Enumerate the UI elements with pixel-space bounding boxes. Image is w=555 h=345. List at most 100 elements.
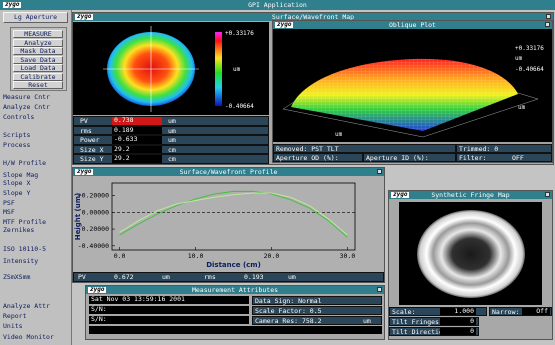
profile-stat: 0.193 bbox=[244, 273, 264, 281]
menu-item[interactable]: ZSmXSmm bbox=[3, 273, 31, 281]
menu-item[interactable]: Controls bbox=[3, 113, 35, 121]
window-title: Synthetic Fringe Map bbox=[431, 191, 510, 199]
menu-item[interactable]: Analyze Attr bbox=[3, 302, 50, 310]
setting-value: 0 bbox=[440, 318, 476, 325]
window-title: Oblique Plot bbox=[389, 21, 436, 29]
axis-unit: um bbox=[335, 131, 343, 138]
settings-icon[interactable] bbox=[377, 169, 382, 174]
data-sign-label: Data Sign: bbox=[255, 297, 295, 305]
setting-label: Narrow: bbox=[492, 308, 520, 316]
colorbar-unit: um bbox=[515, 55, 523, 62]
menu-item[interactable]: Report bbox=[3, 312, 27, 320]
camera-res-label: Camera Res: bbox=[255, 317, 299, 325]
setting-row: Narrow: Off bbox=[489, 307, 552, 316]
colorbar-min: -0.40664 bbox=[225, 103, 254, 110]
sidebar-button[interactable]: Calibrate bbox=[13, 72, 63, 81]
scale-factor-label: Scale Factor: bbox=[255, 307, 306, 315]
menu-item[interactable]: PSF bbox=[3, 199, 15, 207]
menu-item[interactable]: MTF Profile bbox=[3, 218, 47, 226]
menu-item[interactable]: Units bbox=[3, 322, 23, 330]
stat-label: rms bbox=[80, 126, 92, 135]
sidebar-button[interactable]: Analyze bbox=[13, 38, 63, 47]
stat-label: Power bbox=[80, 136, 100, 144]
menu-item[interactable]: Intensity bbox=[3, 257, 39, 265]
menu-item[interactable]: H/W Profile bbox=[3, 159, 47, 167]
sidebar-button[interactable]: MEASURE bbox=[13, 30, 63, 38]
menu-item[interactable]: ISO 10110-5 bbox=[3, 245, 47, 253]
menu-item[interactable]: Zernikes bbox=[3, 226, 35, 234]
window-title-bar: zygo Oblique Plot bbox=[273, 21, 552, 29]
stat-value: -0.633 bbox=[112, 136, 162, 144]
camera-res-unit: um bbox=[363, 317, 371, 325]
profile-window: zygo Surface/Wavefront Profile PV 0.672 um r… bbox=[72, 167, 385, 283]
removed-field: Removed: PST TLT bbox=[273, 144, 456, 153]
menu-item[interactable]: Video Monitor bbox=[3, 333, 54, 341]
scale-factor-value: 0.5 bbox=[309, 307, 322, 315]
menu-item[interactable]: Process bbox=[3, 141, 31, 149]
colorbar-max: +0.33176 bbox=[225, 30, 254, 37]
title-bar: zygo GPI Application bbox=[0, 0, 555, 10]
empty-field bbox=[89, 326, 382, 334]
settings-icon[interactable] bbox=[377, 287, 382, 292]
oblique-plot-window: zygo Oblique Plot +0.33176 um -0.40664 um… bbox=[272, 20, 553, 163]
aperture-od-field: Aperture OD (%): bbox=[273, 153, 363, 162]
stat-unit: cm bbox=[168, 155, 176, 163]
filter-label: Filter: bbox=[459, 154, 487, 162]
colorbar-unit: um bbox=[233, 66, 241, 73]
setting-label: Tilt Direction: bbox=[392, 328, 451, 336]
window-logo: zygo bbox=[275, 21, 294, 28]
stat-row: rms 0.189 um bbox=[73, 125, 269, 135]
data-sign-value: Normal bbox=[298, 297, 322, 305]
sidebar: Lg Aperture MEASURE Analyze Mask Data Save … bbox=[0, 10, 72, 345]
sn-field: S/N: bbox=[89, 306, 249, 314]
colorbar-min: -0.40664 bbox=[515, 66, 544, 73]
fringe-settings: Scale: 1.000 Narrow: Off Tilt Fringes: 0 Tilt … bbox=[389, 307, 552, 339]
app-logo: zygo bbox=[3, 1, 22, 8]
menu-item[interactable]: Slope X bbox=[3, 179, 31, 187]
menu-item[interactable]: Measure Cntr bbox=[3, 93, 50, 101]
menu-item[interactable]: Slope Y bbox=[3, 189, 31, 197]
setting-row: Tilt Direction: 0 bbox=[389, 327, 479, 336]
window-title-bar: zygo Surface/Wavefront Map bbox=[73, 13, 553, 21]
menu-item[interactable]: Slope Mag bbox=[3, 171, 39, 179]
app-title: GPI Application bbox=[248, 1, 307, 9]
settings-icon[interactable] bbox=[546, 14, 551, 19]
stat-unit: cm bbox=[168, 145, 176, 154]
stat-value: 0.189 bbox=[112, 126, 162, 134]
stat-row: PV 0.738 um bbox=[73, 116, 269, 126]
settings-icon[interactable] bbox=[545, 192, 550, 197]
aperture-id-field: Aperture ID (%): bbox=[363, 153, 456, 162]
lg-aperture-button[interactable]: Lg Aperture bbox=[3, 12, 68, 23]
filter-value: OFF bbox=[512, 154, 524, 162]
stat-unit: um bbox=[168, 117, 176, 125]
window-logo: zygo bbox=[88, 286, 107, 293]
setting-row: Tilt Fringes: 0 bbox=[389, 317, 479, 326]
camera-res-field: Camera Res: 758.2 um bbox=[252, 316, 382, 325]
setting-label: Tilt Fringes: bbox=[392, 318, 443, 326]
stat-row: Size Y 29.2 cm bbox=[73, 154, 269, 164]
stat-label: PV bbox=[80, 117, 88, 125]
stat-row: Power -0.633 um bbox=[73, 135, 269, 145]
stat-label: Size Y bbox=[80, 155, 104, 163]
menu-item[interactable]: MSF bbox=[3, 208, 15, 216]
sidebar-button[interactable]: Mask Data bbox=[13, 47, 63, 55]
settings-icon[interactable] bbox=[545, 22, 550, 27]
scale-factor-field: Scale Factor: 0.5 bbox=[252, 306, 382, 315]
menu-item[interactable]: Scripts bbox=[3, 131, 31, 139]
profile-stat: um bbox=[162, 273, 170, 281]
sidebar-button[interactable]: Load Data bbox=[13, 64, 63, 72]
window-title-bar: zygo Surface/Wavefront Profile bbox=[73, 168, 384, 176]
oblique-plot-image: +0.33176 um -0.40664 um um bbox=[273, 29, 552, 142]
sn-field: S/N: bbox=[89, 316, 249, 324]
axis-unit: um bbox=[518, 104, 526, 111]
sidebar-button[interactable]: Save Data bbox=[13, 55, 63, 64]
setting-value: Off bbox=[522, 308, 550, 315]
window-logo: zygo bbox=[391, 191, 410, 198]
stats-panel: PV 0.738 um rms 0.189 um Power -0.633 um Size X 29… bbox=[73, 116, 271, 164]
sidebar-button[interactable]: Reset bbox=[13, 81, 63, 89]
menu-item[interactable]: Analyze Cntr bbox=[3, 103, 50, 111]
colorbar-max: +0.33176 bbox=[515, 45, 544, 52]
stat-value: 29.2 bbox=[112, 155, 162, 163]
stat-label: Size X bbox=[80, 145, 104, 154]
setting-value: 0 bbox=[440, 328, 476, 335]
